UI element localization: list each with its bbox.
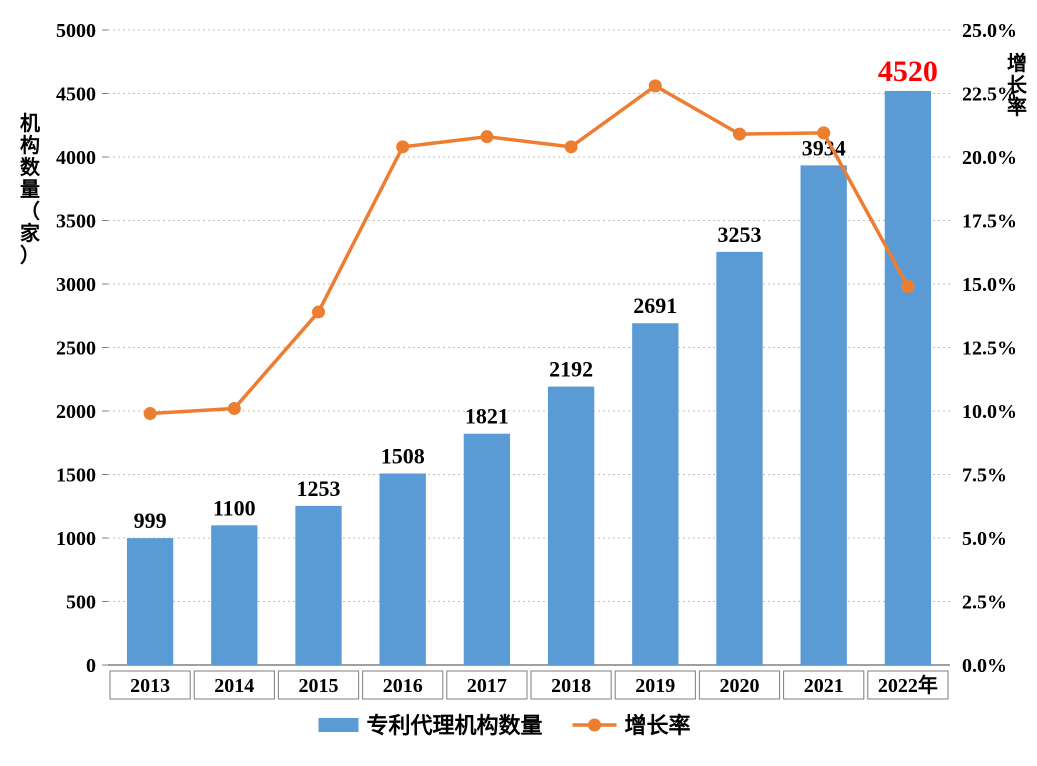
svg-text:）: ） bbox=[20, 244, 40, 267]
growth-marker bbox=[480, 130, 493, 143]
x-tick-label: 2022年 bbox=[878, 673, 938, 697]
y-left-tick-label: 5000 bbox=[56, 20, 96, 42]
bar-value-label: 2691 bbox=[633, 293, 677, 318]
bar bbox=[127, 538, 173, 665]
bar bbox=[801, 165, 847, 665]
bar bbox=[885, 91, 931, 665]
svg-text:（: （ bbox=[20, 200, 40, 223]
legend-label-bar: 专利代理机构数量 bbox=[367, 713, 543, 738]
bar bbox=[380, 473, 426, 665]
y-left-tick-label: 1000 bbox=[56, 528, 96, 550]
svg-text:长: 长 bbox=[1007, 74, 1028, 97]
growth-marker bbox=[649, 79, 662, 92]
growth-line bbox=[150, 86, 908, 414]
bar-value-label: 1253 bbox=[297, 476, 341, 501]
y-right-tick-label: 17.5% bbox=[962, 211, 1017, 233]
y-left-tick-label: 4500 bbox=[56, 84, 96, 106]
bar-value-label: 1508 bbox=[381, 443, 425, 468]
bar bbox=[716, 252, 762, 665]
x-tick-label: 2019 bbox=[635, 675, 675, 697]
chart-container: 0 0.0% 500 2.5% 1000 5.0% 1500 7.5% 2000 10.0% 250… bbox=[0, 0, 1037, 766]
y-left-tick-label: 1500 bbox=[56, 465, 96, 487]
x-tick-label: 2018 bbox=[551, 675, 591, 697]
legend-swatch-line-marker bbox=[588, 719, 601, 732]
x-tick-label: 2016 bbox=[383, 675, 423, 697]
bar bbox=[295, 506, 341, 665]
growth-marker bbox=[312, 305, 325, 318]
bar-value-label: 2192 bbox=[549, 357, 593, 382]
y-left-tick-label: 3500 bbox=[56, 211, 96, 233]
svg-text:增: 增 bbox=[1007, 51, 1027, 75]
y-right-tick-label: 15.0% bbox=[962, 274, 1017, 296]
x-tick-label: 2017 bbox=[467, 675, 507, 697]
svg-text:数: 数 bbox=[20, 155, 41, 179]
bar bbox=[632, 323, 678, 665]
y-left-tick-label: 500 bbox=[66, 592, 96, 614]
y-right-tick-label: 25.0% bbox=[962, 20, 1017, 42]
combo-chart: 0 0.0% 500 2.5% 1000 5.0% 1500 7.5% 2000 10.0% 250… bbox=[0, 0, 1037, 766]
y-right-tick-label: 7.5% bbox=[962, 465, 1007, 487]
bar bbox=[464, 434, 510, 665]
x-tick-label: 2013 bbox=[130, 675, 170, 697]
growth-marker bbox=[817, 126, 830, 139]
growth-marker bbox=[144, 407, 157, 420]
growth-marker bbox=[396, 140, 409, 153]
svg-text:率: 率 bbox=[1007, 95, 1027, 119]
y-right-tick-label: 20.0% bbox=[962, 147, 1017, 169]
svg-text:家: 家 bbox=[20, 221, 41, 245]
growth-marker bbox=[228, 402, 241, 415]
y-right-tick-label: 5.0% bbox=[962, 528, 1007, 550]
y-right-tick-label: 12.5% bbox=[962, 338, 1017, 360]
legend-label-line: 增长率 bbox=[625, 713, 691, 738]
bar bbox=[211, 525, 257, 665]
legend-swatch-bar bbox=[319, 718, 359, 732]
x-tick-label: 2021 bbox=[804, 675, 844, 697]
y-left-tick-label: 2500 bbox=[56, 338, 96, 360]
bar-value-label: 1821 bbox=[465, 404, 509, 429]
bar bbox=[548, 387, 594, 665]
y-right-tick-label: 0.0% bbox=[962, 655, 1007, 677]
y-right-tick-label: 10.0% bbox=[962, 401, 1017, 423]
growth-marker bbox=[565, 140, 578, 153]
legend: 专利代理机构数量 增长率 bbox=[319, 713, 691, 738]
bar-value-label: 4520 bbox=[878, 55, 938, 88]
y-left-tick-label: 4000 bbox=[56, 147, 96, 169]
growth-marker bbox=[733, 128, 746, 141]
svg-text:构: 构 bbox=[20, 133, 40, 157]
svg-text:机: 机 bbox=[20, 111, 40, 135]
x-tick-label: 2015 bbox=[299, 675, 339, 697]
y-left-tick-label: 2000 bbox=[56, 401, 96, 423]
y-right-axis-title: 增长率 bbox=[1007, 51, 1028, 119]
y-right-tick-label: 2.5% bbox=[962, 592, 1007, 614]
y-left-axis-title: 机构数量（家） bbox=[20, 111, 41, 267]
x-tick-label: 2014 bbox=[214, 675, 254, 697]
y-left-tick-label: 3000 bbox=[56, 274, 96, 296]
bar-value-label: 999 bbox=[134, 508, 167, 533]
y-left-tick-label: 0 bbox=[86, 655, 96, 677]
bar-value-label: 3253 bbox=[718, 222, 762, 247]
bar-value-label: 1100 bbox=[213, 495, 256, 520]
svg-text:量: 量 bbox=[20, 178, 40, 201]
growth-marker bbox=[901, 280, 914, 293]
x-tick-label: 2020 bbox=[720, 675, 760, 697]
